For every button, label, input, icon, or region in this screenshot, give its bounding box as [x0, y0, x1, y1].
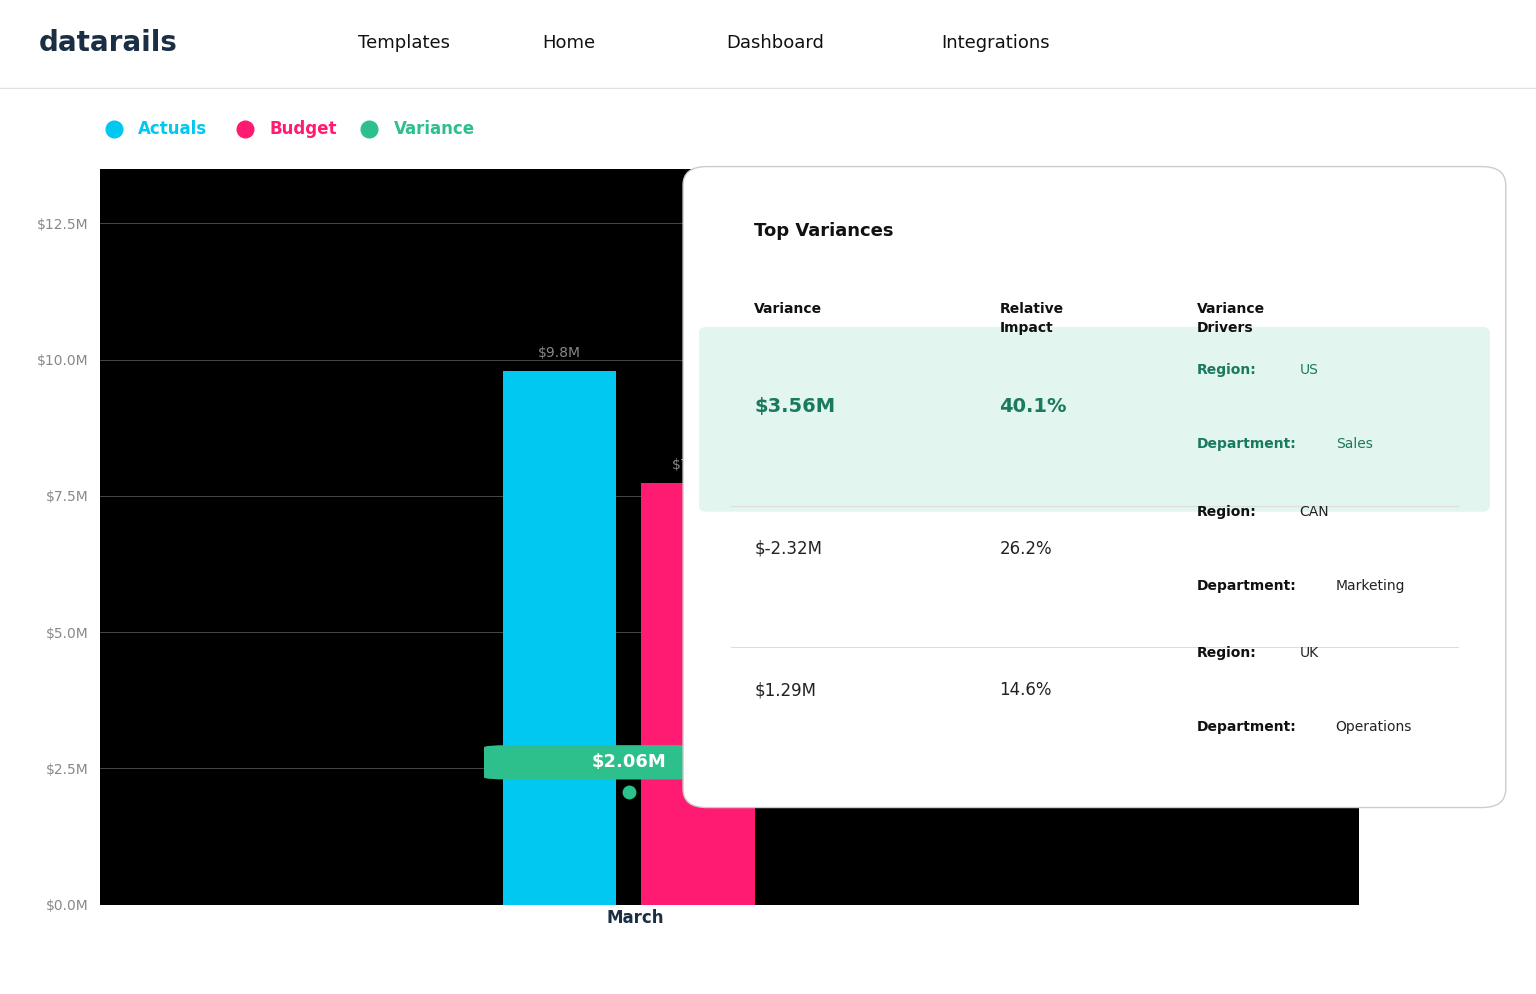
Text: $7.74M: $7.74M — [673, 458, 723, 472]
Text: 14.6%: 14.6% — [1000, 682, 1052, 700]
Text: Department:: Department: — [1197, 437, 1296, 451]
Bar — [502, 371, 616, 905]
Text: Home: Home — [542, 34, 596, 52]
FancyBboxPatch shape — [484, 746, 774, 779]
Text: Operations: Operations — [1336, 721, 1412, 735]
Text: Top Variances: Top Variances — [754, 222, 894, 241]
Text: Sales: Sales — [1336, 437, 1373, 451]
Text: Region:: Region: — [1197, 363, 1256, 377]
Text: CAN: CAN — [1299, 505, 1329, 519]
Text: 26.2%: 26.2% — [1000, 540, 1052, 558]
Text: Variance: Variance — [393, 120, 475, 138]
Text: Variance
Drivers: Variance Drivers — [1197, 302, 1266, 335]
Text: Actuals: Actuals — [138, 120, 207, 138]
Text: Department:: Department: — [1197, 721, 1296, 735]
Text: Dashboard: Dashboard — [727, 34, 825, 52]
Text: Region:: Region: — [1197, 505, 1256, 519]
Bar — [642, 483, 754, 905]
Text: $2.06M: $2.06M — [591, 753, 667, 771]
FancyBboxPatch shape — [684, 167, 1505, 807]
Text: $-2.32M: $-2.32M — [754, 540, 822, 558]
FancyBboxPatch shape — [699, 327, 1490, 512]
Text: Budget: Budget — [269, 120, 336, 138]
Text: Variance: Variance — [754, 302, 822, 316]
Text: Relative
Impact: Relative Impact — [1000, 302, 1063, 335]
Text: 40.1%: 40.1% — [1000, 398, 1068, 416]
Text: UK: UK — [1299, 646, 1318, 660]
Text: $3.56M: $3.56M — [754, 398, 836, 416]
Text: datarails: datarails — [38, 29, 177, 57]
Text: $1.29M: $1.29M — [754, 682, 816, 700]
Text: Region:: Region: — [1197, 646, 1256, 660]
Text: Integrations: Integrations — [942, 34, 1051, 52]
Text: US: US — [1299, 363, 1318, 377]
Text: Templates: Templates — [358, 34, 450, 52]
Text: Marketing: Marketing — [1336, 579, 1405, 592]
Text: $9.8M: $9.8M — [538, 346, 581, 360]
Text: Department:: Department: — [1197, 579, 1296, 592]
